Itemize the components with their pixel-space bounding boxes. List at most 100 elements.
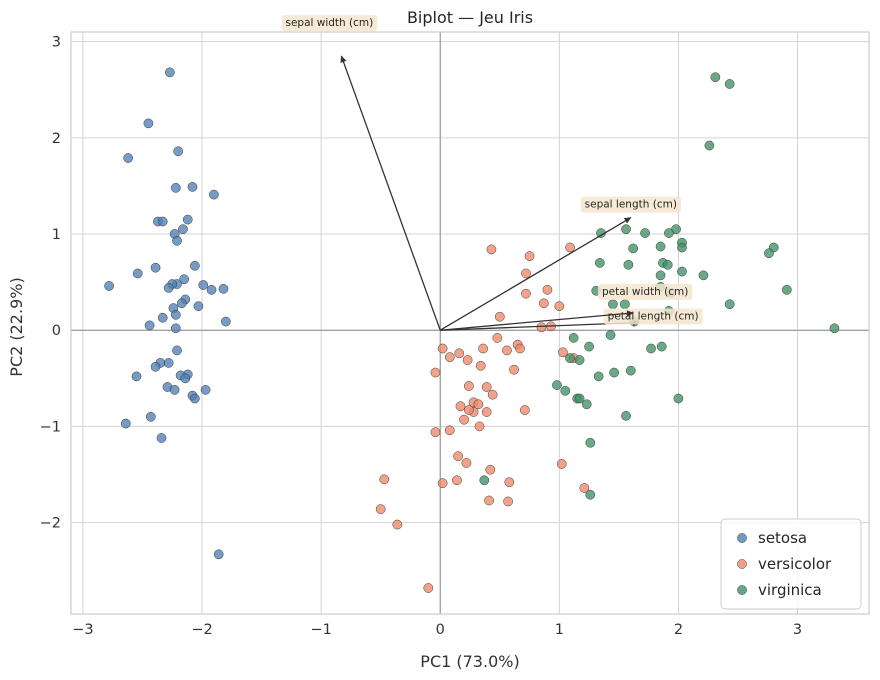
point-versicolor	[379, 474, 390, 485]
point-virginica	[585, 437, 596, 448]
point-setosa	[120, 418, 131, 429]
point-versicolor	[492, 333, 503, 343]
point-setosa	[132, 268, 143, 279]
point-setosa	[143, 118, 154, 129]
point-setosa	[187, 182, 198, 192]
point-virginica	[621, 224, 631, 235]
point-virginica	[764, 248, 774, 259]
point-versicolor	[452, 475, 462, 486]
loading-arrows: sepal length (cm) sepal width (cm) petal l…	[281, 15, 703, 331]
point-versicolor	[430, 367, 441, 378]
point-versicolor	[392, 519, 403, 530]
point-virginica	[656, 341, 667, 352]
scatter-points	[104, 67, 840, 593]
point-versicolor	[463, 405, 474, 415]
point-versicolor	[542, 284, 553, 295]
axis-ticks: −3 −2 −1 0 1 2 3 −2 −1 0 1 2 3	[40, 35, 803, 638]
point-setosa	[157, 312, 168, 323]
point-versicolor	[558, 347, 568, 358]
point-versicolor	[478, 343, 488, 354]
point-versicolor	[521, 268, 531, 279]
loading-label-text: sepal width (cm)	[285, 17, 373, 29]
point-setosa	[150, 361, 161, 372]
point-virginica	[552, 380, 562, 390]
point-setosa	[144, 320, 155, 331]
x-tick-label: 0	[436, 622, 445, 638]
x-tick-label: −3	[72, 622, 93, 638]
point-versicolor	[454, 348, 465, 359]
point-versicolor	[536, 322, 547, 333]
point-virginica	[625, 365, 636, 376]
x-tick-label: −1	[310, 622, 331, 638]
point-versicolor	[453, 451, 463, 462]
point-versicolor	[481, 382, 492, 392]
point-virginica	[581, 399, 592, 410]
point-versicolor	[437, 343, 448, 354]
point-virginica	[698, 270, 709, 281]
point-setosa	[145, 411, 156, 422]
point-setosa	[209, 189, 219, 200]
point-virginica	[677, 242, 687, 253]
point-versicolor	[473, 399, 484, 410]
point-versicolor	[524, 251, 535, 261]
point-virginica	[673, 393, 684, 404]
point-versicolor	[509, 364, 519, 375]
point-versicolor	[554, 301, 565, 312]
loading-label: petal width (cm)	[597, 283, 693, 300]
point-setosa	[182, 214, 193, 225]
point-virginica	[584, 341, 594, 352]
point-versicolor	[444, 425, 455, 436]
loading-label-text: sepal length (cm)	[585, 199, 677, 211]
point-versicolor	[515, 343, 525, 354]
point-versicolor	[502, 345, 512, 356]
point-virginica	[781, 284, 792, 295]
point-versicolor	[375, 504, 386, 514]
point-versicolor	[579, 483, 590, 493]
point-setosa	[163, 358, 174, 368]
point-versicolor	[565, 242, 575, 253]
point-virginica	[568, 333, 579, 343]
point-virginica	[560, 385, 571, 396]
chart-title: Biplot — Jeu Iris	[407, 8, 533, 27]
legend-label-versicolor: versicolor	[758, 555, 832, 573]
point-setosa	[169, 385, 180, 395]
legend-label-setosa: setosa	[758, 529, 807, 547]
point-virginica	[585, 489, 596, 500]
point-setosa	[150, 262, 161, 273]
loading-label-box	[597, 283, 693, 300]
y-tick-label: −2	[40, 516, 61, 532]
point-virginica	[640, 228, 650, 238]
point-setosa	[165, 67, 175, 78]
legend: setosa versicolor virginica	[720, 518, 862, 610]
point-virginica	[664, 228, 674, 238]
legend-box	[720, 518, 862, 610]
point-setosa	[163, 283, 174, 293]
point-setosa	[179, 274, 189, 285]
point-virginica	[628, 243, 639, 254]
point-setosa	[218, 283, 229, 294]
point-setosa	[193, 301, 204, 312]
loading-arrow	[440, 310, 634, 331]
x-tick-label: −2	[191, 622, 212, 638]
point-versicolor	[475, 360, 486, 371]
point-setosa	[170, 323, 181, 334]
point-virginica	[655, 270, 666, 281]
point-versicolor	[455, 401, 466, 412]
point-setosa	[123, 153, 134, 163]
point-setosa	[156, 433, 167, 443]
point-versicolor	[487, 389, 498, 400]
x-tick-label: 3	[793, 622, 802, 638]
point-virginica	[593, 371, 604, 382]
legend-marker-setosa	[737, 533, 747, 543]
point-virginica	[655, 241, 666, 252]
point-setosa	[178, 224, 188, 235]
point-versicolor	[481, 407, 492, 417]
point-versicolor	[462, 355, 473, 365]
point-virginica	[662, 259, 673, 270]
point-setosa	[172, 235, 182, 246]
y-tick-label: 2	[52, 131, 61, 147]
x-tick-label: 1	[555, 622, 564, 638]
point-versicolor	[459, 414, 469, 425]
loading-label: sepal length (cm)	[580, 196, 681, 213]
